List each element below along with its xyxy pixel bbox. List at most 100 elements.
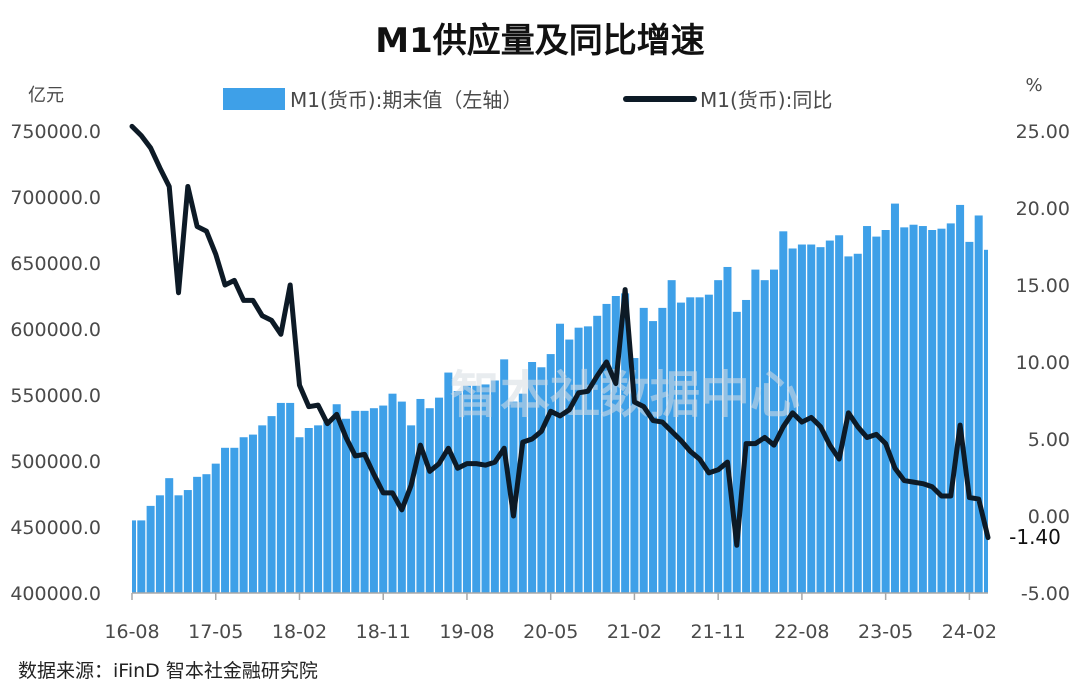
- x-tick-label: 23-05: [858, 621, 913, 643]
- watermark: 智本社数据中心: [450, 366, 800, 424]
- bar-19-01: [397, 401, 406, 593]
- bar-19-11: [490, 380, 499, 593]
- bar-19-03: [416, 398, 425, 593]
- bar-23-05: [881, 230, 890, 593]
- bar-19-06: [444, 372, 453, 593]
- bar-18-06: [332, 404, 341, 593]
- bar-24-03: [974, 215, 983, 594]
- right-tick-label: 20.00: [1016, 198, 1070, 220]
- bar-20-07: [565, 339, 574, 593]
- bar-21-08: [686, 297, 695, 593]
- bar-20-03: [528, 362, 537, 593]
- source-note: 数据来源：iFinD 智本社金融研究院: [18, 660, 318, 682]
- bar-23-04: [872, 236, 881, 593]
- bar-18-01: [286, 402, 295, 593]
- bar-20-06: [556, 323, 564, 593]
- bar-23-10: [928, 230, 937, 593]
- bar-21-06: [667, 280, 676, 593]
- line-yoy: [129, 123, 991, 548]
- bar-18-05: [323, 420, 332, 593]
- bar-17-05: [211, 463, 220, 593]
- bar-17-09: [248, 434, 257, 593]
- left-tick-label: 700000.0: [10, 187, 101, 209]
- bar-17-02: [183, 490, 192, 593]
- bar-17-04: [202, 474, 211, 593]
- bar-20-10: [593, 315, 602, 593]
- x-tick-label: 21-02: [607, 621, 662, 643]
- right-tick-label: -5.00: [1021, 583, 1070, 605]
- x-tick-label: 21-11: [691, 621, 746, 643]
- bar-16-11: [155, 495, 164, 593]
- bar-24-01: [956, 204, 965, 594]
- x-tick-label: 20-05: [523, 621, 578, 643]
- x-tick-label: 18-11: [356, 621, 411, 643]
- bar-22-01: [732, 311, 741, 593]
- bar-16-12: [165, 478, 174, 593]
- bar-19-07: [453, 391, 462, 593]
- legend-bar-label: M1(货币):期末值（左轴）: [290, 88, 522, 112]
- legend-line-label: M1(货币):同比: [700, 88, 832, 112]
- x-tick-label: 22-08: [774, 621, 829, 643]
- bar-21-01: [621, 293, 630, 593]
- right-tick-label: 10.00: [1016, 352, 1070, 374]
- bar-20-12: [611, 296, 620, 593]
- bar-20-08: [574, 327, 583, 593]
- bar-18-09: [360, 410, 369, 593]
- bar-16-10: [146, 505, 155, 593]
- left-tick-label: 400000.0: [10, 583, 101, 605]
- x-tick-label: 19-08: [439, 621, 494, 643]
- bar-18-07: [342, 418, 350, 593]
- bar-series: [132, 203, 988, 594]
- bar-20-02: [518, 393, 527, 593]
- right-tick-label: 0.00: [1028, 506, 1070, 528]
- bar-19-10: [481, 384, 490, 593]
- x-tick-label: 24-02: [942, 621, 997, 643]
- x-tick-label: 16-08: [104, 621, 159, 643]
- chart-title: M1供应量及同比增速: [375, 21, 705, 61]
- bar-21-03: [639, 307, 648, 593]
- bar-18-02: [295, 437, 304, 593]
- bar-17-01: [174, 495, 183, 593]
- bar-22-11: [825, 240, 834, 593]
- bar-22-05: [770, 269, 778, 593]
- left-tick-label: 750000.0: [10, 121, 101, 143]
- bar-18-08: [351, 410, 360, 593]
- bar-23-03: [863, 226, 872, 594]
- right-tick-label: 15.00: [1016, 275, 1070, 297]
- bar-17-12: [276, 402, 285, 593]
- bar-23-11: [937, 228, 946, 593]
- last-value-label: -1.40: [1009, 525, 1061, 549]
- bar-18-11: [379, 405, 388, 593]
- bar-22-07: [788, 248, 797, 594]
- bar-18-10: [369, 408, 378, 593]
- bar-16-08: [132, 520, 136, 593]
- x-tick-label: 18-02: [272, 621, 327, 643]
- bar-21-10: [704, 294, 713, 593]
- bar-22-10: [816, 247, 825, 593]
- bar-17-03: [193, 476, 202, 593]
- bar-23-07: [900, 227, 909, 594]
- bar-21-12: [723, 266, 732, 593]
- bar-17-08: [239, 437, 248, 593]
- bar-17-10: [258, 425, 267, 593]
- bar-21-05: [658, 307, 667, 593]
- left-tick-label: 450000.0: [10, 517, 101, 539]
- bar-21-11: [714, 280, 723, 593]
- bar-17-11: [267, 416, 276, 593]
- bar-21-09: [695, 297, 704, 593]
- bar-20-05: [546, 354, 555, 593]
- axes: 400000.0 450000.0 500000.0 550000.0 600000.0…: [10, 121, 1070, 643]
- line-series: [129, 123, 991, 548]
- bar-21-07: [676, 302, 685, 593]
- bar-23-09: [918, 226, 927, 594]
- x-tick-label: 17-05: [188, 621, 243, 643]
- bar-18-04: [314, 425, 323, 593]
- bar-21-02: [630, 358, 639, 593]
- bar-17-07: [230, 447, 239, 593]
- left-tick-label: 650000.0: [10, 253, 101, 275]
- bar-24-02: [965, 241, 974, 593]
- right-tick-label: 25.00: [1016, 121, 1070, 143]
- bar-19-02: [407, 425, 416, 593]
- legend-bar-swatch: [223, 88, 285, 110]
